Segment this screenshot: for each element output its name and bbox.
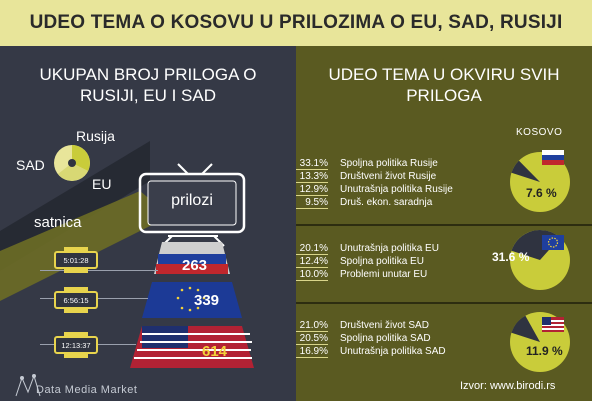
pie-charts (510, 150, 570, 372)
satnica-label: satnica (34, 214, 82, 231)
legend-sad: SAD (16, 157, 45, 173)
pie-slice-kosovo (511, 315, 540, 342)
trapezoid-sad (130, 326, 254, 368)
right-title-line2: PRILOGA (406, 86, 482, 105)
count-eu: 339 (194, 292, 220, 309)
source-text: Izvor: www.birodi.rs (460, 380, 556, 392)
tv-icon (138, 163, 246, 247)
trapezoid-eu (142, 282, 242, 318)
right-panel: UDEO TEMA U OKVIRU SVIH PRILOGA KOSOVO 3… (296, 46, 592, 401)
header-bar: UDEO TEMA O KOSOVU U PRILOZIMA O EU, SAD… (0, 0, 592, 46)
right-panel-title: UDEO TEMA U OKVIRU SVIH PRILOGA (296, 64, 592, 106)
list-item: 20.1% Unutrašnja politika EU (296, 243, 439, 255)
legend-eu: EU (92, 176, 112, 192)
trapezoid-rusija (154, 242, 230, 274)
diagonal-band-olive (0, 191, 170, 301)
kosovo-label-rusija: 7.6 % (526, 186, 557, 200)
logo-text: Data Media Market (36, 384, 138, 396)
distribution-donut (54, 145, 90, 181)
list-item: 13.3% Društveni život Rusije (296, 171, 436, 183)
flag-usa-icon (542, 317, 564, 332)
left-title-line1: UKUPAN BROJ PRILOGA O (39, 65, 257, 84)
flag-eu-icon (542, 235, 564, 250)
left-panel-title: UKUPAN BROJ PRILOGA O RUSIJI, EU I SAD (0, 64, 296, 106)
kosovo-label-eu: 31.6 % (492, 250, 530, 264)
list-item: 33.1% Spoljna politika Rusije (296, 158, 438, 170)
flag-russia-icon (542, 150, 564, 165)
section-divider (296, 302, 592, 304)
kosovo-label-sad: 11.9 % (526, 344, 563, 358)
list-item: 9.5% Druš. ekon. saradnja (296, 197, 432, 209)
left-graphics (0, 141, 254, 397)
line-rusija (40, 270, 158, 271)
section-divider (296, 224, 592, 226)
legend-rusija: Rusija (76, 128, 115, 144)
list-item: 10.0% Problemi unutar EU (296, 269, 427, 281)
logo-icon (15, 374, 41, 397)
left-panel: UKUPAN BROJ PRILOGA O RUSIJI, EU I SAD (0, 46, 296, 401)
watch-eu: 6:56:15 (54, 287, 98, 313)
pie-rusija (510, 152, 570, 212)
tv-label: prilozi (171, 192, 213, 209)
watch-rusija: 5:01:28 (54, 247, 98, 273)
list-item: 20.5% Spoljna politika SAD (296, 333, 431, 345)
kosovo-column-label: KOSOVO (516, 127, 563, 138)
list-item: 16.9% Unutrašnja politika SAD (296, 346, 446, 358)
list-item: 12.4% Spoljna politika EU (296, 256, 424, 268)
list-item: 21.0% Društveni život SAD (296, 320, 429, 332)
pie-slice-kosovo (511, 160, 540, 182)
eu-stars (176, 286, 206, 312)
watch-sad: 12:13:37 (54, 332, 98, 358)
count-rusija: 263 (182, 257, 208, 274)
right-title-line1: UDEO TEMA U OKVIRU SVIH (328, 65, 560, 84)
page-title: UDEO TEMA O KOSOVU U PRILOZIMA O EU, SAD… (29, 12, 563, 33)
list-item: 12.9% Unutrašnja politika Rusije (296, 184, 453, 196)
left-title-line2: RUSIJI, EU I SAD (79, 86, 217, 105)
count-sad: 614 (202, 343, 228, 360)
